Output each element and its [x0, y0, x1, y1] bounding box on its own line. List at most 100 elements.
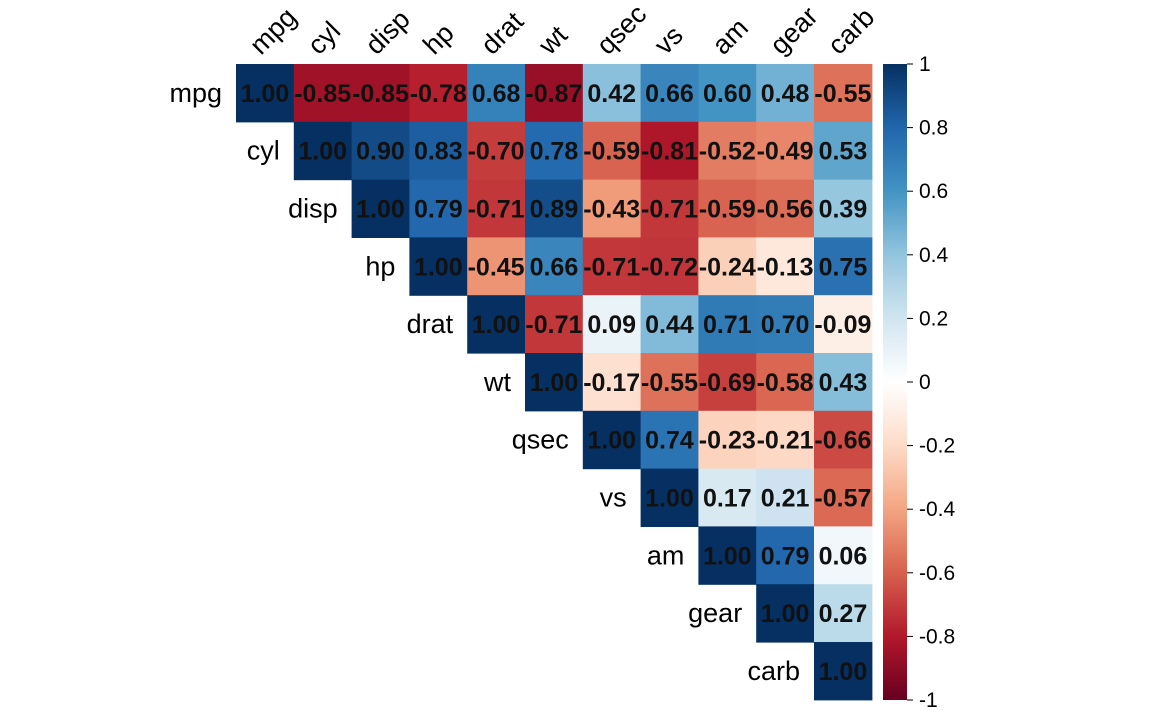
cell-drat-wt	[525, 295, 584, 354]
colorbar-tick-label: -0.4	[919, 498, 956, 521]
cell-label-qsec-gear: -0.21	[757, 427, 814, 455]
cell-label-drat-drat: 1.00	[472, 311, 521, 339]
cell-label-cyl-carb: 0.53	[819, 138, 868, 166]
cell-label-cyl-gear: -0.49	[757, 138, 814, 166]
cell-disp-drat	[467, 179, 526, 238]
cell-mpg-drat	[467, 64, 526, 123]
cell-label-disp-qsec: -0.43	[583, 196, 640, 224]
colorbar-tick-label: 0.8	[919, 117, 948, 140]
row-label-hp: hp	[365, 251, 395, 281]
colorbar-tick-label: -0.2	[919, 435, 955, 458]
colorbar-tick-label: 0.6	[919, 180, 948, 203]
cell-label-hp-vs: -0.72	[641, 253, 698, 281]
cell-label-disp-vs: -0.71	[641, 196, 698, 224]
cell-disp-gear	[756, 179, 815, 238]
cell-label-mpg-vs: 0.66	[645, 80, 694, 108]
cell-hp-hp	[409, 237, 468, 296]
cell-label-wt-carb: 0.43	[819, 369, 868, 397]
column-label-wt: wt	[532, 20, 573, 61]
cell-label-hp-am: -0.24	[699, 253, 756, 281]
cell-disp-disp	[351, 179, 410, 238]
cell-label-gear-carb: 0.27	[819, 600, 868, 628]
cell-label-drat-vs: 0.44	[645, 311, 694, 339]
row-label-gear: gear	[688, 598, 742, 628]
colorbar-tick-label: 1	[919, 53, 931, 76]
cell-gear-gear	[756, 584, 815, 643]
cell-mpg-wt	[525, 64, 584, 123]
cell-label-hp-qsec: -0.71	[583, 253, 640, 281]
row-label-disp: disp	[288, 194, 338, 224]
cell-label-drat-carb: -0.09	[814, 311, 871, 339]
cell-mpg-hp	[409, 64, 468, 123]
cell-label-hp-carb: 0.75	[819, 253, 868, 281]
cell-disp-wt	[525, 179, 584, 238]
column-label-hp: hp	[417, 18, 459, 60]
cell-disp-qsec	[582, 179, 642, 238]
cell-vs-am	[698, 468, 757, 527]
cell-cyl-wt	[525, 121, 584, 181]
cell-mpg-am	[698, 64, 757, 123]
row-label-drat: drat	[407, 309, 454, 339]
cell-label-vs-carb: -0.57	[814, 485, 871, 513]
cell-label-hp-hp: 1.00	[414, 253, 463, 281]
cell-label-disp-hp: 0.79	[414, 196, 463, 224]
cell-label-qsec-vs: 0.74	[645, 427, 694, 455]
cell-label-cyl-qsec: -0.59	[583, 138, 640, 166]
cell-label-wt-am: -0.69	[699, 369, 756, 397]
row-label-qsec: qsec	[512, 425, 569, 455]
cell-mpg-qsec	[582, 64, 642, 123]
cell-vs-vs	[640, 468, 699, 527]
cell-mpg-carb	[814, 64, 873, 123]
cell-am-gear	[756, 526, 815, 585]
cell-label-wt-wt: 1.00	[530, 369, 579, 397]
colorbar-tick-label: 0.4	[919, 244, 949, 267]
cell-wt-am	[698, 353, 757, 412]
colorbar-tick-label: -0.8	[919, 625, 955, 648]
cell-drat-gear	[756, 295, 815, 354]
cell-label-disp-gear: -0.56	[757, 196, 814, 224]
cell-wt-wt	[525, 353, 584, 412]
cell-label-qsec-carb: -0.66	[814, 427, 871, 455]
heatmap-cell-labels: 1.00 -0.85 -0.85 -0.78 0.68 -0.87 0.42 0.66 0.60…	[241, 80, 872, 686]
cell-qsec-qsec	[582, 410, 642, 470]
cell-drat-am	[698, 295, 757, 354]
cell-cyl-hp	[409, 121, 468, 181]
cell-label-mpg-qsec: 0.42	[587, 80, 636, 108]
cell-label-qsec-am: -0.23	[699, 427, 756, 455]
cell-am-am	[698, 526, 757, 585]
cell-cyl-vs	[640, 121, 699, 181]
cell-label-hp-wt: 0.66	[530, 253, 579, 281]
cell-gear-carb	[814, 584, 873, 643]
cell-hp-wt	[525, 237, 584, 296]
cell-qsec-gear	[756, 410, 815, 470]
column-label-qsec: qsec	[591, 0, 653, 60]
cell-label-vs-gear: 0.21	[761, 485, 810, 513]
cell-vs-gear	[756, 468, 815, 527]
column-label-cyl: cyl	[302, 16, 347, 61]
cell-qsec-carb	[814, 410, 873, 470]
cell-label-mpg-cyl: -0.85	[294, 80, 351, 108]
cell-label-cyl-am: -0.52	[699, 138, 756, 166]
colorbar-gradient	[883, 64, 907, 700]
cell-vs-carb	[814, 468, 873, 527]
cell-label-wt-gear: -0.58	[757, 369, 814, 397]
cell-label-am-am: 1.00	[703, 542, 752, 570]
cell-label-vs-vs: 1.00	[645, 485, 694, 513]
cell-mpg-disp	[351, 64, 410, 123]
colorbar-tick-label: 0	[919, 371, 931, 394]
cell-qsec-vs	[640, 410, 699, 470]
cell-label-hp-gear: -0.13	[757, 253, 814, 281]
heatmap-cells	[236, 64, 873, 701]
cell-label-disp-carb: 0.39	[819, 196, 868, 224]
column-label-vs: vs	[649, 20, 689, 60]
cell-label-drat-gear: 0.70	[761, 311, 810, 339]
row-label-mpg: mpg	[169, 78, 222, 108]
cell-label-cyl-vs: -0.81	[641, 138, 698, 166]
cell-cyl-drat	[467, 121, 526, 181]
cell-cyl-carb	[814, 121, 873, 181]
cell-drat-drat	[467, 295, 526, 354]
cell-label-disp-disp: 1.00	[356, 196, 405, 224]
cell-label-drat-wt: -0.71	[525, 311, 582, 339]
